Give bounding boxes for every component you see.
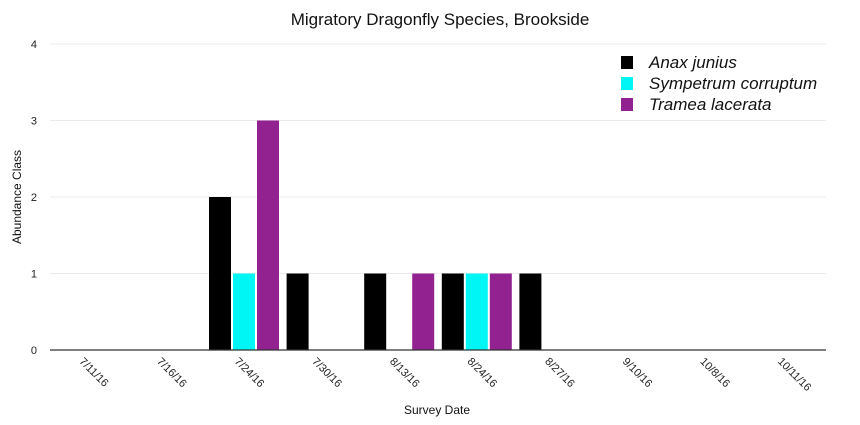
y-tick-label: 2 [31, 192, 37, 204]
legend-swatch [621, 56, 633, 69]
legend-swatch [621, 98, 633, 111]
bar [412, 273, 435, 350]
y-tick-label: 3 [31, 116, 37, 128]
chart-title: Migratory Dragonfly Species, Brookside [291, 10, 590, 29]
y-tick-label: 1 [31, 269, 37, 281]
x-tick-label: 10/11/16 [775, 356, 813, 394]
bar [364, 273, 387, 350]
y-tick-label: 0 [31, 345, 37, 357]
x-axis-ticks: 7/11/16 7/16/16 7/24/16 7/30/16 8/13/16 8/24/… [77, 356, 814, 394]
bar [489, 273, 512, 350]
x-tick-label: 9/10/16 [620, 356, 654, 390]
x-axis-label: Survey Date [404, 403, 470, 417]
bar [441, 273, 464, 350]
x-tick-label: 7/24/16 [232, 356, 266, 390]
x-tick-label: 7/16/16 [154, 356, 188, 390]
legend-swatch [621, 77, 633, 90]
bars [209, 120, 542, 350]
x-tick-label: 8/13/16 [387, 356, 421, 390]
bar [519, 273, 542, 350]
bar [209, 197, 231, 350]
x-tick-label: 8/24/16 [465, 356, 499, 390]
y-tick-label: 4 [31, 39, 37, 51]
legend: Anax junius Sympetrum corruptum Tramea lac… [621, 53, 817, 114]
gridlines [50, 43, 826, 274]
legend-label: Anax junius [648, 53, 737, 72]
legend-label: Sympetrum corruptum [649, 74, 817, 93]
x-tick-label: 8/27/16 [542, 356, 576, 390]
bar [465, 273, 488, 350]
bar [286, 273, 309, 350]
x-tick-label: 7/30/16 [309, 356, 343, 390]
y-axis-label: Abundance Class [10, 150, 24, 244]
x-tick-label: 10/8/16 [697, 356, 731, 390]
bar [257, 120, 279, 350]
y-axis-ticks: 0 1 2 3 4 [31, 39, 37, 357]
legend-label: Tramea lacerata [649, 95, 772, 114]
bar [233, 273, 255, 350]
x-tick-label: 7/11/16 [77, 356, 111, 390]
